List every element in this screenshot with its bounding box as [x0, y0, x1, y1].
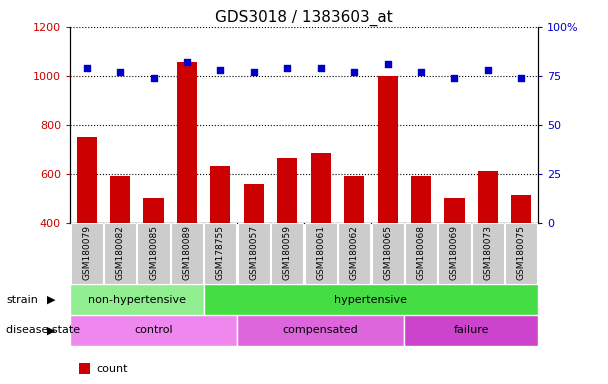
Bar — [210, 166, 230, 321]
Point — [316, 65, 326, 71]
Point — [383, 61, 393, 67]
Bar — [411, 176, 431, 321]
Text: GSM180068: GSM180068 — [416, 225, 426, 280]
Title: GDS3018 / 1383603_at: GDS3018 / 1383603_at — [215, 9, 393, 25]
Text: GSM180065: GSM180065 — [383, 225, 392, 280]
Text: GSM180057: GSM180057 — [249, 225, 258, 280]
Bar — [238, 223, 270, 284]
Text: count: count — [96, 364, 128, 374]
Bar — [511, 195, 531, 321]
Text: GSM180062: GSM180062 — [350, 225, 359, 280]
Bar — [271, 223, 303, 284]
Text: GSM180073: GSM180073 — [483, 225, 492, 280]
Text: hypertensive: hypertensive — [334, 295, 407, 305]
Bar — [311, 153, 331, 321]
Bar — [478, 171, 498, 321]
Bar — [177, 62, 197, 321]
Bar — [378, 76, 398, 321]
Bar — [143, 198, 164, 321]
Text: GSM180059: GSM180059 — [283, 225, 292, 280]
Text: GSM180069: GSM180069 — [450, 225, 459, 280]
Bar — [137, 223, 170, 284]
Bar — [77, 137, 97, 321]
Point — [182, 59, 192, 65]
Text: control: control — [134, 325, 173, 335]
Text: failure: failure — [454, 325, 489, 335]
Bar — [404, 315, 538, 346]
Bar — [338, 223, 370, 284]
Text: disease state: disease state — [6, 325, 80, 335]
Bar — [171, 223, 203, 284]
Bar — [438, 223, 471, 284]
Bar — [505, 223, 537, 284]
Point — [517, 75, 527, 81]
Text: GSM180061: GSM180061 — [316, 225, 325, 280]
Text: ▶: ▶ — [47, 295, 56, 305]
Bar — [204, 284, 538, 315]
Bar — [344, 176, 364, 321]
Text: GSM178755: GSM178755 — [216, 225, 225, 280]
Text: ▶: ▶ — [47, 325, 56, 335]
Point — [215, 67, 225, 73]
Text: GSM180089: GSM180089 — [182, 225, 192, 280]
Bar — [237, 315, 404, 346]
Bar — [371, 223, 404, 284]
Bar — [204, 223, 237, 284]
Bar — [444, 198, 465, 321]
Text: compensated: compensated — [283, 325, 359, 335]
Bar — [405, 223, 437, 284]
Text: GSM180075: GSM180075 — [517, 225, 526, 280]
Point — [148, 75, 158, 81]
Point — [249, 69, 259, 75]
Point — [81, 65, 91, 71]
Text: GSM180082: GSM180082 — [116, 225, 125, 280]
Bar — [110, 176, 130, 321]
Point — [416, 69, 426, 75]
Point — [449, 75, 460, 81]
Point — [349, 69, 359, 75]
Text: GSM180085: GSM180085 — [149, 225, 158, 280]
Bar — [71, 223, 103, 284]
Text: strain: strain — [6, 295, 38, 305]
Bar — [472, 223, 504, 284]
Bar — [104, 223, 136, 284]
Bar — [70, 284, 204, 315]
Bar — [305, 223, 337, 284]
Text: GSM180079: GSM180079 — [82, 225, 91, 280]
Point — [282, 65, 292, 71]
Text: non-hypertensive: non-hypertensive — [88, 295, 186, 305]
Bar — [70, 315, 237, 346]
Point — [483, 67, 493, 73]
Bar — [277, 158, 297, 321]
Point — [115, 69, 125, 75]
Bar — [244, 184, 264, 321]
